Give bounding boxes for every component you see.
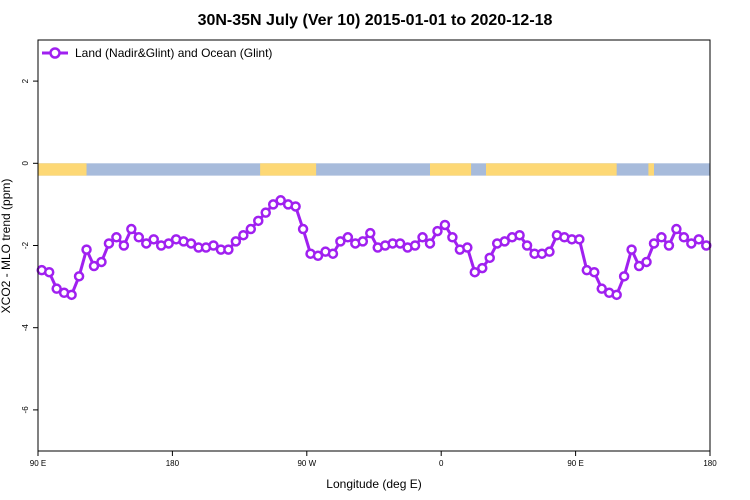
legend: Land (Nadir&Glint) and Ocean (Glint) <box>42 46 272 60</box>
data-point <box>126 223 137 235</box>
data-point <box>409 240 421 251</box>
chart-title: 30N-35N July (Ver 10) 2015-01-01 to 2020… <box>198 12 553 29</box>
data-point <box>260 207 271 218</box>
data-point <box>223 244 234 255</box>
data-point <box>469 266 481 278</box>
data-point <box>686 238 697 249</box>
data-point <box>663 240 675 251</box>
y-axis: 2 0 -2 -4 -6 <box>21 78 38 413</box>
x-tick-label: 180 <box>166 459 180 468</box>
y-tick-label: 2 <box>21 78 30 83</box>
data-point <box>290 201 301 212</box>
data-point <box>297 223 309 235</box>
data-point <box>81 244 92 255</box>
data-point <box>253 215 264 227</box>
data-point <box>656 232 667 243</box>
data-point <box>275 195 286 206</box>
data-point <box>245 223 257 235</box>
data-point <box>484 252 495 264</box>
y-tick-label: -6 <box>21 406 30 414</box>
data-point <box>51 283 62 294</box>
data-point <box>238 229 249 241</box>
data-point <box>103 238 115 249</box>
data-point <box>626 244 637 255</box>
data-point <box>312 250 324 262</box>
data-point <box>365 227 376 239</box>
data-point <box>671 223 682 235</box>
x-tick-label: 90 E <box>30 459 46 468</box>
data-point <box>424 238 436 249</box>
y-tick-label: 0 <box>21 161 30 166</box>
data-point <box>701 240 712 251</box>
y-axis-label: XCO2 - MLO trend (ppm) <box>0 179 13 314</box>
data-point <box>141 238 152 249</box>
data-point <box>648 238 660 249</box>
data-point <box>342 232 354 243</box>
data-point <box>633 260 645 272</box>
x-tick-label: 0 <box>439 459 444 468</box>
data-point <box>596 283 607 294</box>
x-tick-label: 180 <box>703 459 717 468</box>
data-point <box>641 256 652 268</box>
data-point <box>73 271 85 282</box>
data-point <box>267 199 279 210</box>
y-tick-label: -4 <box>21 324 30 332</box>
x-axis-label: Longitude (deg E) <box>326 477 421 491</box>
data-point <box>521 240 533 251</box>
data-point <box>357 236 369 247</box>
data-point <box>693 234 705 245</box>
legend-marker-swatch <box>49 47 61 59</box>
x-tick-label: 90 E <box>567 459 583 468</box>
data-point <box>111 232 122 243</box>
x-tick-label: 90 W <box>297 459 316 468</box>
data-point <box>208 240 219 251</box>
data-point <box>432 225 443 237</box>
land-segment <box>38 163 87 176</box>
land-segment <box>486 163 617 176</box>
land-ocean-mask <box>38 163 710 176</box>
data-point <box>43 266 55 278</box>
data-point <box>514 229 525 241</box>
data-point <box>499 236 510 247</box>
data-point <box>678 232 690 243</box>
legend-entry-label: Land (Nadir&Glint) and Ocean (Glint) <box>75 46 272 60</box>
data-point <box>148 234 159 245</box>
data-point <box>462 242 473 253</box>
data-point <box>96 256 107 268</box>
data-point <box>133 232 145 243</box>
data-point <box>447 232 458 243</box>
data-point <box>335 236 346 247</box>
land-segment <box>648 163 654 176</box>
data-point <box>118 240 130 251</box>
data-point <box>589 266 600 278</box>
land-segment <box>260 163 317 176</box>
data-point <box>417 232 428 243</box>
data-point <box>163 238 174 249</box>
data-point <box>618 271 630 282</box>
data-point <box>394 238 406 249</box>
data-point <box>544 246 555 257</box>
series-group <box>36 195 712 301</box>
data-point <box>439 219 451 231</box>
data-point <box>185 238 197 249</box>
data-point <box>611 289 622 301</box>
x-axis: 90 E 180 90 W 0 90 E 180 <box>30 451 717 468</box>
land-segment <box>430 163 472 176</box>
data-point <box>574 234 585 245</box>
data-point <box>477 262 488 274</box>
y-tick-label: -2 <box>21 241 30 249</box>
data-point <box>327 248 339 259</box>
data-point <box>230 236 242 247</box>
data-point <box>88 260 100 272</box>
data-point <box>66 289 77 301</box>
